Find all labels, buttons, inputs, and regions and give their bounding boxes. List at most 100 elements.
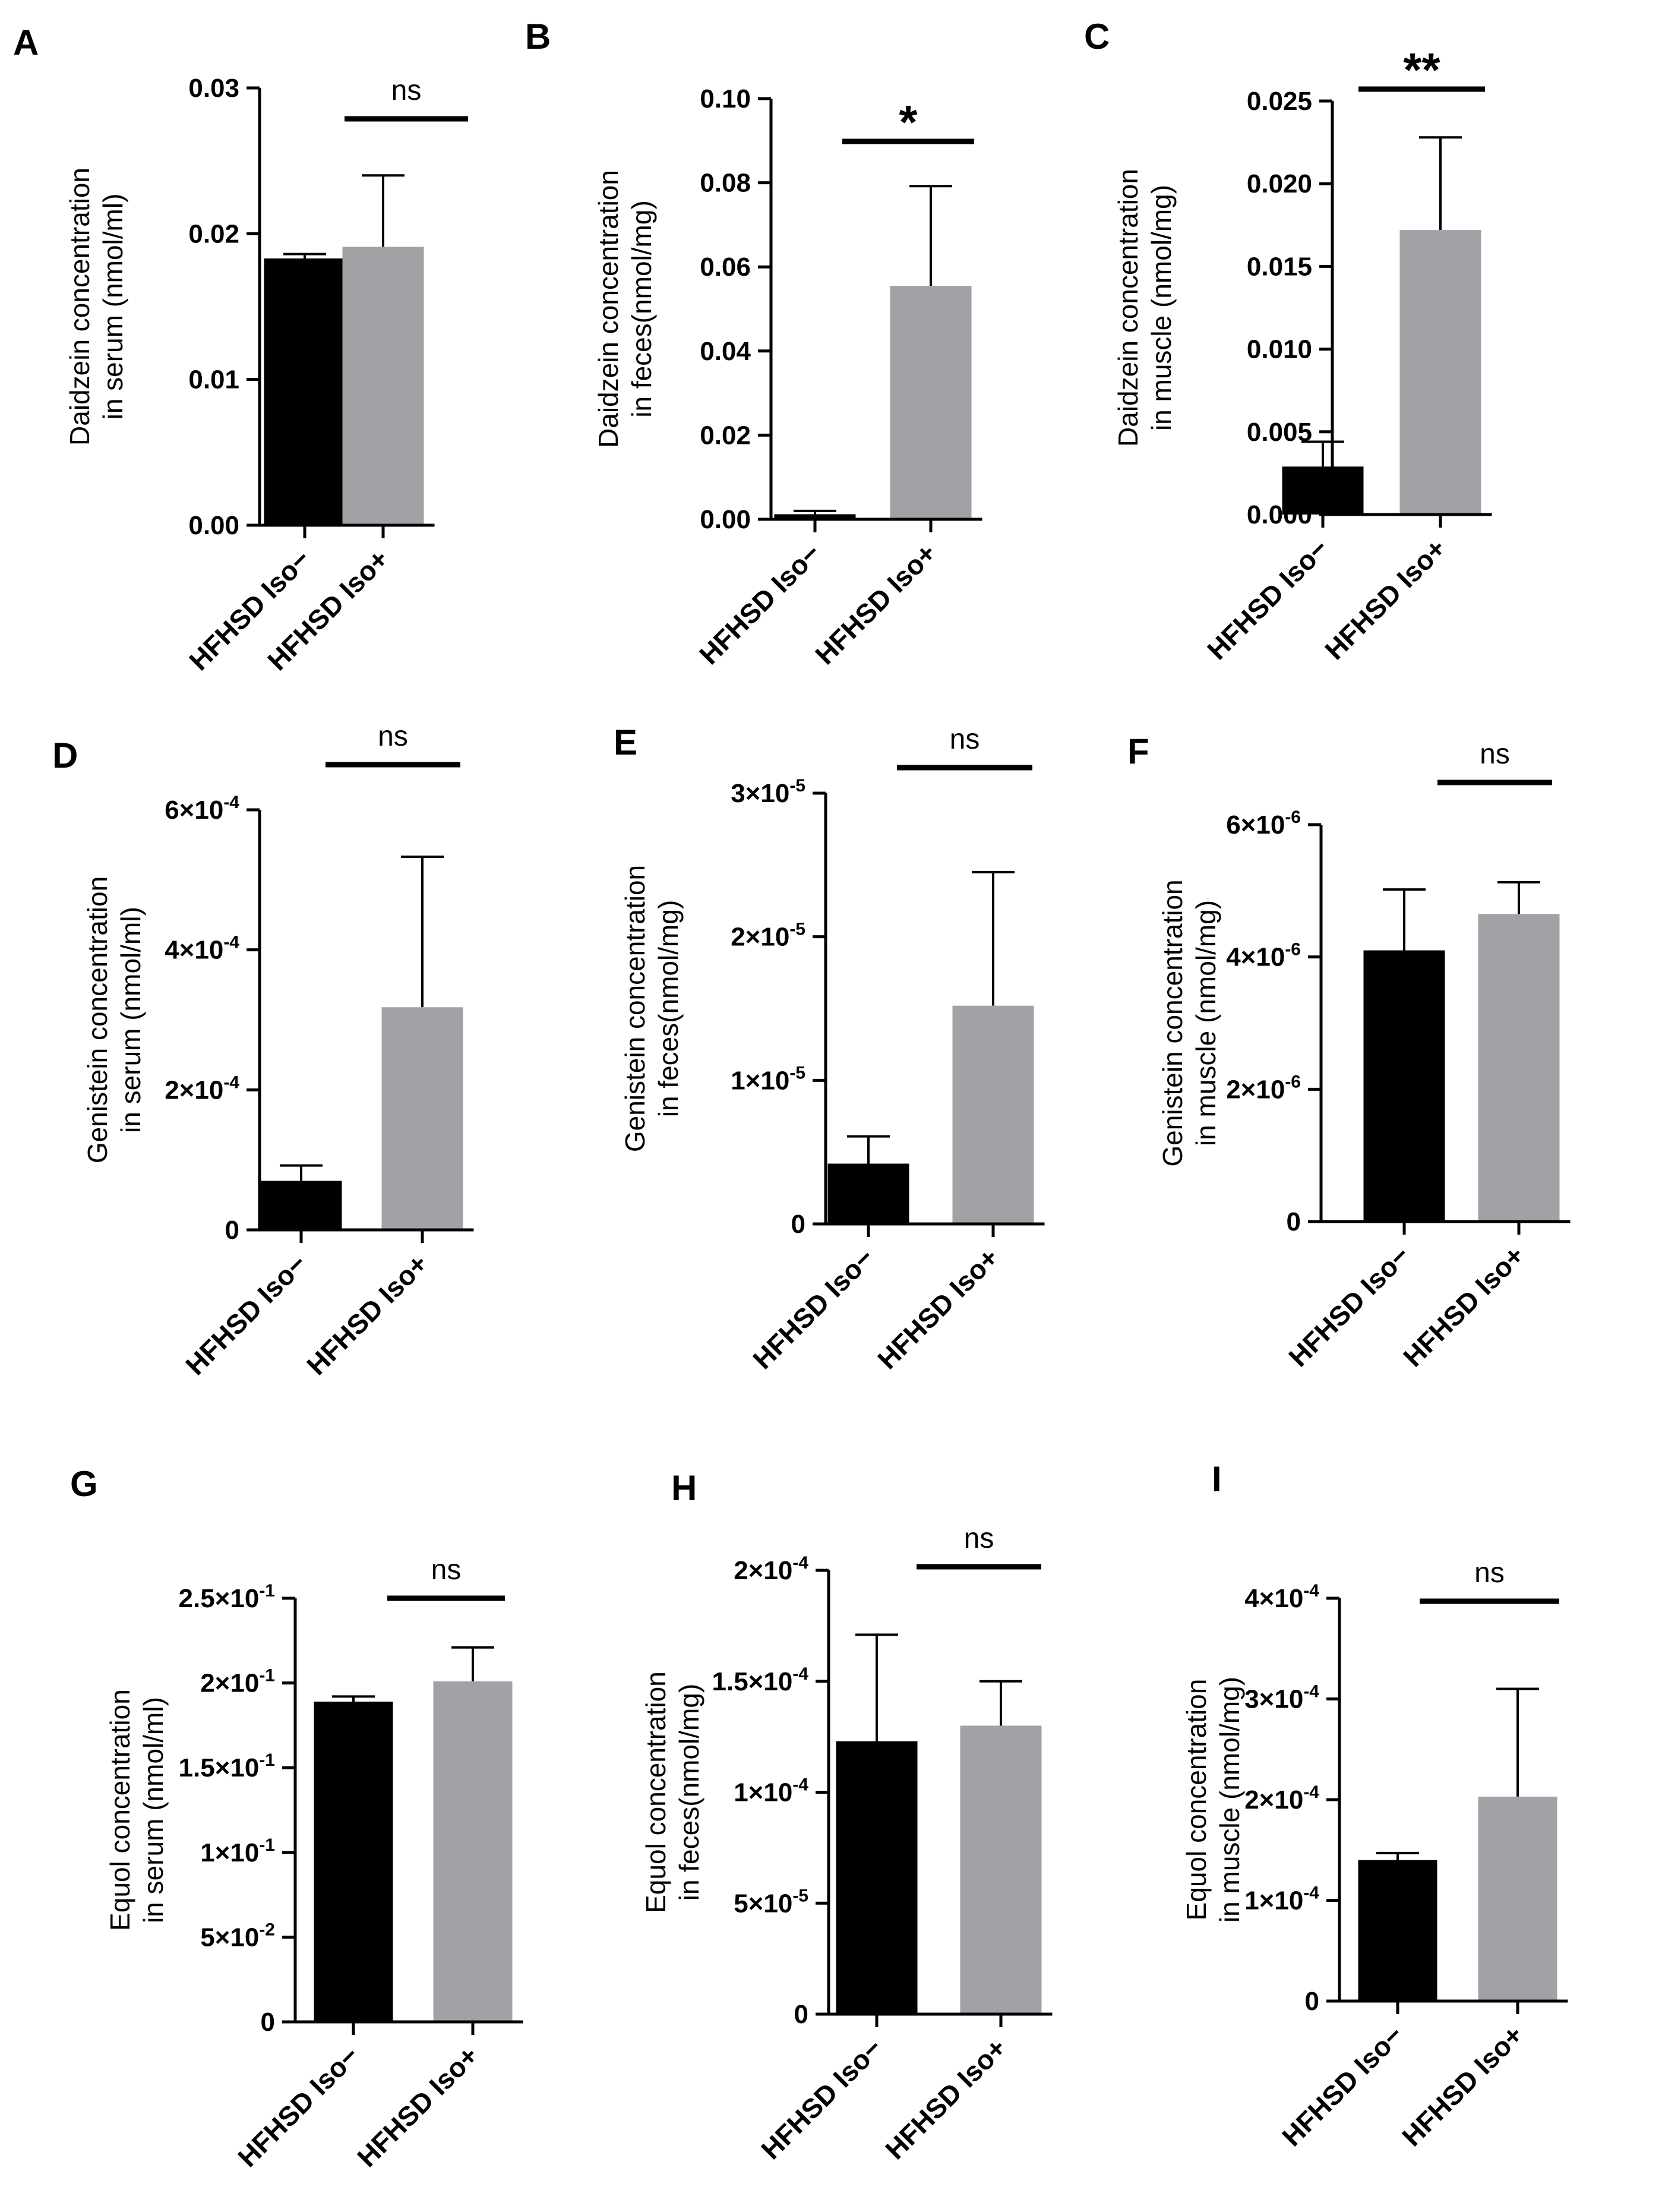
panel-e: E 0 1×10-5 2×10-5 3×10-5 HFHSD Iso−HFHSD Iso+… [614,722,1045,1375]
y-tick-label: 2×10-1 [200,1666,275,1698]
y-axis-label: Genistein concentrationin feces(nmol/mg) [620,865,684,1152]
category-label: HFHSD Iso+ [301,1248,434,1381]
bar-iso-plus [381,1007,463,1230]
category-label: HFHSD Iso− [747,1242,880,1375]
bar-iso-minus [314,1701,393,2022]
bar-iso-minus [774,514,856,519]
bar-iso-minus [264,258,346,525]
category-label: HFHSD Iso− [1282,1239,1415,1372]
bar-iso-plus [1478,914,1560,1222]
y-tick-label: 1.5×10-4 [712,1664,809,1696]
bar-iso-minus [827,1163,909,1224]
y-tick-label: 0.06 [700,253,751,282]
panel-letter: B [525,17,551,56]
y-axis-label: Daidzein concentrationin muscle (nmol/mg… [1113,169,1177,447]
y-tick-label: 3×10-5 [731,776,805,808]
y-tick-label: 2×10-4 [734,1553,808,1585]
category-label: HFHSD Iso+ [351,2040,484,2173]
significance-label: ns [431,1554,462,1586]
y-axis-label: Equol concentrationin serum (nmol/ml) [105,1689,169,1931]
y-tick-label: 0.08 [700,169,751,198]
panel-letter: F [1127,731,1149,771]
y-tick-label: 1×10-1 [200,1835,275,1867]
y-axis-label: Genistein concentrationin serum (nmol/ml… [82,876,146,1163]
category-label: HFHSD Iso+ [1397,1239,1530,1372]
panel-letter: H [671,1468,697,1508]
y-tick-label: 0.10 [700,84,751,113]
bar-iso-minus [1282,466,1364,515]
y-tick-label: 0 [1305,1987,1319,2016]
y-tick-label: 4×10-4 [1244,1581,1319,1613]
y-axis-label: Genistein concentrationin muscle (nmol/m… [1157,879,1221,1166]
y-tick-label: 5×10-2 [200,1920,275,1952]
panel-letter: A [13,23,39,62]
panel-letter: I [1212,1459,1222,1499]
y-tick-label: 6×10-6 [1226,807,1301,840]
bar-iso-plus [890,286,972,519]
y-tick-label: 0.02 [700,421,751,450]
significance-label: ns [1474,1557,1505,1589]
panel-letter: G [70,1464,98,1504]
y-tick-label: 0.02 [188,219,239,248]
significance-label: ns [950,724,980,755]
y-tick-label: 5×10-5 [734,1886,808,1918]
y-tick-label: 2×10-4 [1244,1782,1319,1815]
y-axis-label: Daidzein concentrationin feces(nmol/mg) [593,170,657,448]
y-tick-label: 0.005 [1247,418,1312,447]
panel-h: H 0 5×10-5 1×10-4 1.5×10-4 2×10-4 HFHSD Iso−HF… [640,1468,1053,2165]
category-label: HFHSD Iso+ [879,2032,1012,2165]
bar-iso-minus [1358,1860,1437,2001]
y-tick-label: 0 [791,1210,805,1239]
y-tick-label: 3×10-4 [1244,1682,1319,1714]
y-tick-label: 2.5×10-1 [179,1581,276,1613]
y-axis-label: Equol concentrationin feces(nmol/mg) [640,1671,704,1913]
y-tick-label: 0.00 [700,505,751,534]
significance-label: * [899,96,918,149]
bar-iso-plus [1478,1796,1557,2001]
panel-f: F 0 2×10-6 4×10-6 6×10-6 HFHSD Iso−HFHSD Iso+… [1127,731,1571,1372]
y-tick-label: 0.025 [1247,87,1312,116]
category-label: HFHSD Iso+ [809,537,942,670]
bar-iso-plus [1399,230,1481,515]
panel-i: I 0 1×10-4 2×10-4 3×10-4 4×10-4 HFHSD Iso−HFHS… [1181,1459,1568,2152]
category-label: HFHSD Iso+ [1396,2019,1529,2152]
y-tick-label: 0.04 [700,337,751,366]
bar-iso-plus [342,247,424,525]
y-tick-label: 2×10-4 [165,1072,239,1105]
y-tick-label: 1×10-4 [734,1775,808,1807]
y-tick-label: 1×10-4 [1244,1883,1319,1916]
y-tick-label: 0.03 [188,74,239,103]
bar-iso-minus [260,1181,342,1230]
bar-iso-minus [1363,950,1445,1222]
y-tick-label: 0.010 [1247,335,1312,364]
category-label: HFHSD Iso+ [1319,532,1452,665]
y-tick-label: 0 [1287,1207,1301,1236]
y-axis-label: Daidzein concentrationin serum (nmol/ml) [64,168,128,446]
significance-label: ** [1403,43,1440,96]
y-axis-label: Equol concentrationin muscle (nmol/mg) [1181,1677,1245,1923]
panel-b: B 0.00 0.02 0.04 0.06 0.08 0.10 HFHSD Iso−HFHSD… [525,17,982,670]
panel-d: D 0 2×10-4 4×10-4 6×10-4 HFHSD Iso−HFHSD Iso+… [52,721,474,1381]
bar-iso-plus [433,1681,513,2022]
y-tick-label: 1.5×10-1 [179,1750,276,1782]
category-label: HFHSD Iso− [179,1248,312,1381]
bar-iso-minus [836,1741,918,2014]
significance-label: ns [391,75,422,106]
category-label: HFHSD Iso+ [871,1242,1004,1375]
category-label: HFHSD Iso− [1201,532,1334,665]
significance-label: ns [1480,739,1510,770]
panel-g: G 0 5×10-2 1×10-1 1.5×10-1 2×10-1 2.5×10-1 HFHS… [70,1464,523,2173]
significance-label: ns [378,721,408,752]
category-label: HFHSD Iso− [693,537,826,670]
y-tick-label: 2×10-5 [731,920,805,952]
y-tick-label: 0 [225,1216,239,1245]
bar-iso-plus [952,1005,1034,1224]
y-tick-label: 0.00 [188,511,239,540]
category-label: HFHSD Iso− [232,2040,365,2173]
y-tick-label: 1×10-5 [731,1063,805,1095]
panel-letter: D [52,736,78,775]
y-tick-label: 2×10-6 [1226,1072,1301,1104]
